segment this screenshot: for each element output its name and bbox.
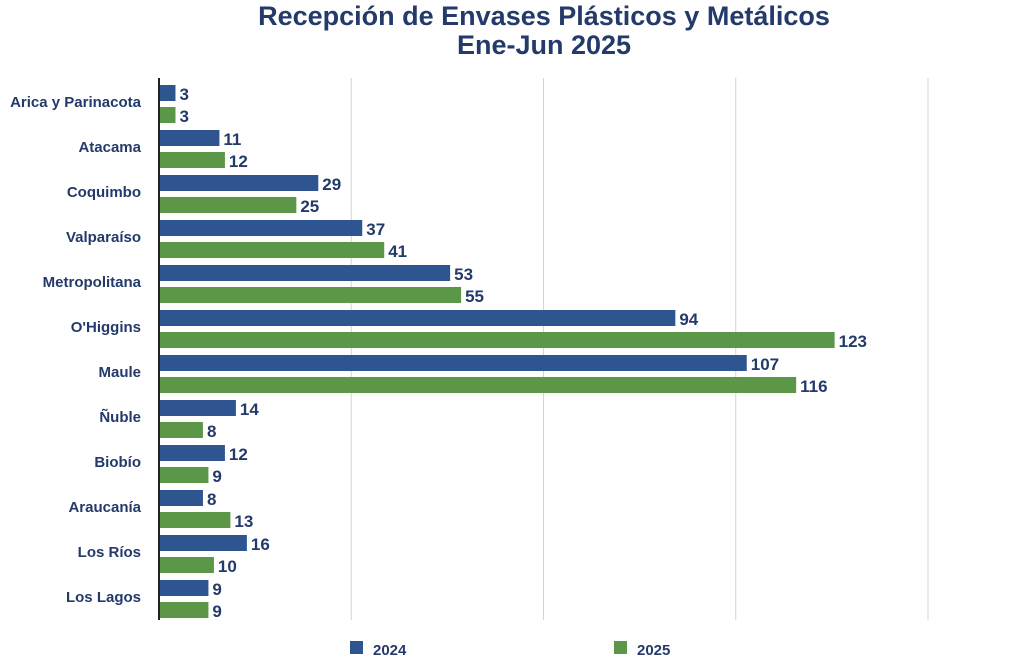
labels: Arica y Parinacota 3 3 Atacama 11 12 Coquimbo 2… <box>10 85 867 621</box>
bar-2024-10 <box>160 490 203 506</box>
data-label-2025: 123 <box>839 332 867 351</box>
chart-subtitle: Ene-Jun 2025 <box>456 30 632 60</box>
category-label: Valparaíso <box>66 229 141 246</box>
bar-2025-4 <box>160 242 385 258</box>
legend: 2024 2025 <box>350 641 670 659</box>
bar-2025-3 <box>160 197 297 213</box>
data-label-2024: 3 <box>179 85 188 104</box>
bar-2024-2 <box>160 130 220 146</box>
bar-2024-12 <box>160 580 209 596</box>
data-label-2024: 37 <box>366 220 385 239</box>
legend-swatch-2024 <box>350 641 363 654</box>
data-label-2024: 14 <box>240 400 259 419</box>
bar-2024-9 <box>160 445 225 461</box>
category-label: Metropolitana <box>43 274 142 291</box>
data-label-2024: 16 <box>251 535 270 554</box>
data-label-2024: 11 <box>223 130 241 149</box>
bar-2025-7 <box>160 377 797 393</box>
bar-2025-1 <box>160 107 176 123</box>
bar-2025-10 <box>160 512 231 528</box>
category-label: O'Higgins <box>71 319 141 336</box>
category-label: Maule <box>98 364 141 381</box>
data-label-2025: 12 <box>229 152 248 171</box>
category-label: Los Lagos <box>66 589 141 606</box>
bar-2025-2 <box>160 152 225 168</box>
bar-2024-4 <box>160 220 363 236</box>
data-label-2025: 116 <box>800 377 827 396</box>
data-label-2024: 53 <box>454 265 473 284</box>
data-label-2025: 13 <box>234 512 253 531</box>
data-label-2025: 41 <box>388 242 407 261</box>
bar-2025-8 <box>160 422 203 438</box>
bar-2025-6 <box>160 332 835 348</box>
data-label-2025: 3 <box>179 107 188 126</box>
bar-2025-12 <box>160 602 209 618</box>
bars <box>160 85 835 618</box>
data-label-2025: 10 <box>218 557 237 576</box>
category-label: Arica y Parinacota <box>10 94 142 111</box>
chart-title: Recepción de Envases Plásticos y Metálic… <box>0 2 1024 60</box>
legend-label-2025: 2025 <box>637 642 670 659</box>
bar-2025-9 <box>160 467 209 483</box>
legend-swatch-2025 <box>614 641 627 654</box>
chart-title-line1: Recepción de Envases Plásticos y Metálic… <box>258 1 830 31</box>
category-label: Biobío <box>94 454 141 471</box>
bar-2024-8 <box>160 400 236 416</box>
bar-2024-7 <box>160 355 747 371</box>
category-label: Ñuble <box>99 408 141 426</box>
data-label-2024: 94 <box>679 310 698 329</box>
bar-2024-3 <box>160 175 319 191</box>
data-label-2025: 25 <box>300 197 319 216</box>
category-label: Los Ríos <box>78 544 141 561</box>
bar-2024-11 <box>160 535 247 551</box>
bar-2024-6 <box>160 310 676 326</box>
bar-2024-5 <box>160 265 451 281</box>
data-label-2025: 9 <box>212 467 221 486</box>
category-label: Coquimbo <box>67 184 141 201</box>
category-label: Atacama <box>78 139 141 156</box>
grid-lines <box>350 78 929 620</box>
data-label-2025: 9 <box>212 602 221 621</box>
data-label-2025: 8 <box>207 422 216 441</box>
data-label-2024: 29 <box>322 175 341 194</box>
data-label-2024: 8 <box>207 490 216 509</box>
bar-2025-11 <box>160 557 214 573</box>
legend-label-2024: 2024 <box>373 642 407 659</box>
data-label-2025: 55 <box>465 287 484 306</box>
bar-2024-1 <box>160 85 176 101</box>
data-label-2024: 12 <box>229 445 248 464</box>
category-label: Araucanía <box>68 499 141 516</box>
data-label-2024: 107 <box>751 355 779 374</box>
data-label-2024: 9 <box>212 580 221 599</box>
bar-2025-5 <box>160 287 462 303</box>
